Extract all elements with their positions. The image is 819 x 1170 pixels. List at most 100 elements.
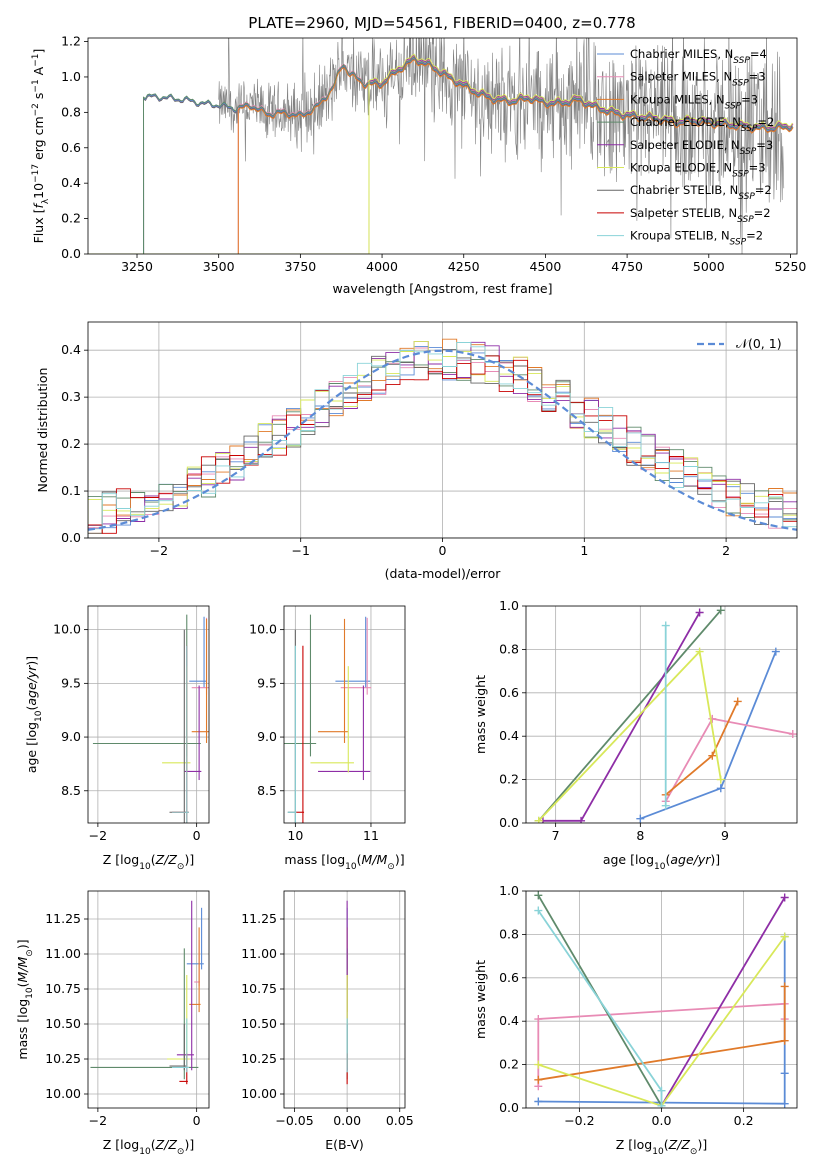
weight-marker	[716, 606, 725, 615]
y-tick-label: 10.75	[45, 981, 81, 996]
weight-marker	[657, 1101, 666, 1108]
x-tick-label: 4750	[611, 259, 643, 274]
x-tick-label: −2	[89, 1113, 107, 1128]
panel-age_vs_Z: −2 0 8.5 9.0 9.5 10.0 Z [log10(Z/Z⊙)] age [log1…	[24, 605, 210, 872]
axes-frame	[87, 37, 798, 255]
y-tick-label: 0.4	[61, 342, 81, 357]
axes-frame	[283, 890, 406, 1109]
weight-marker	[780, 1036, 789, 1045]
x-tick-label: 0.05	[386, 1113, 414, 1128]
x-tick-label: 4500	[530, 259, 562, 274]
axes-frame	[87, 605, 210, 824]
x-axis-label: E(B-V)	[325, 1137, 364, 1152]
y-tick-label: 9.5	[257, 675, 277, 690]
x-tick-label: 4000	[366, 259, 398, 274]
weight-marker	[661, 801, 670, 810]
y-axis-label: Normed distribution	[35, 368, 50, 493]
weight-line-3	[538, 609, 722, 822]
legend-label: Salpeter STELIB, NSSP=2	[630, 206, 771, 225]
weight-marker	[788, 730, 797, 739]
model-spectrum-0	[88, 57, 793, 254]
y-tick-label: 0.6	[61, 140, 81, 155]
panel-spectrum: 3250 3500 3750 4000 4250 4500 4750 5000 5250 0.0 0…	[31, 34, 807, 296]
y-tick-label: 0.0	[61, 246, 81, 261]
x-tick-label: 4250	[448, 259, 480, 274]
x-tick-label: 0.00	[333, 1113, 361, 1128]
y-tick-label: 10.75	[241, 981, 277, 996]
plot-area	[88, 606, 209, 823]
legend-label: Kroupa STELIB, NSSP=2	[630, 229, 763, 248]
y-axis-label: age [log10(age/yr)]	[24, 656, 44, 773]
x-tick-label: 9	[721, 828, 729, 843]
legend-label: Kroupa MILES, NSSP=3	[630, 92, 758, 111]
y-tick-label: 0.2	[499, 1057, 519, 1072]
y-tick-label: 0.4	[61, 175, 81, 190]
x-tick-label: 1	[580, 543, 588, 558]
legend-label: Chabrier MILES, NSSP=4	[630, 47, 767, 66]
x-tick-label: 5000	[693, 259, 725, 274]
weight-marker	[636, 814, 645, 823]
y-tick-label: 1.0	[499, 883, 519, 898]
y-tick-label: 1.0	[61, 69, 81, 84]
weight-marker	[534, 1015, 543, 1024]
weight-marker	[534, 1060, 543, 1069]
x-axis-label: Z [log10(Z/Z⊙)]	[103, 1137, 194, 1157]
y-tick-label: 0.8	[499, 641, 519, 656]
x-tick-label: 2	[722, 543, 730, 558]
model-spectrum-5	[88, 53, 793, 254]
y-tick-label: 10.00	[45, 1086, 81, 1101]
weight-marker	[661, 621, 670, 630]
legend-label: Chabrier ELODIE, NSSP=2	[630, 115, 774, 134]
y-tick-label: 0.1	[61, 483, 81, 498]
model-spectrum-4	[88, 54, 793, 254]
panel-massweight_vs_age: 7 8 9 0.0 0.2 0.4 0.6 0.8 1.0 age [log10(age/yr)]…	[473, 598, 798, 872]
weight-marker	[657, 1086, 666, 1095]
plot-area	[526, 891, 797, 1108]
y-tick-label: 11.25	[241, 911, 277, 926]
x-tick-label: −1	[291, 543, 309, 558]
y-axis-label: Flux [fλ10−17 erg cm−2 s−1 A−1]	[31, 49, 51, 244]
x-axis-label: Z [log10(Z/Z⊙)]	[103, 852, 194, 872]
y-tick-label: 0.2	[499, 772, 519, 787]
x-tick-label: 10	[287, 828, 303, 843]
y-tick-label: 0.3	[61, 389, 81, 404]
normal-reference-curve	[88, 349, 797, 531]
weight-line-0	[639, 651, 777, 820]
y-tick-label: 10.50	[241, 1016, 277, 1031]
x-tick-label: −0.05	[275, 1113, 313, 1128]
x-tick-label: 3250	[121, 259, 153, 274]
y-tick-label: 0.0	[499, 1100, 519, 1115]
y-tick-label: 0.4	[499, 728, 519, 743]
weight-marker	[534, 1075, 543, 1084]
x-axis-label: (data-model)/error	[385, 566, 502, 581]
weight-marker	[695, 647, 704, 656]
y-tick-label: 0.0	[499, 815, 519, 830]
weight-marker	[780, 893, 789, 902]
weight-marker	[780, 1069, 789, 1078]
model-spectrum-2	[88, 59, 794, 254]
panel-residual_distribution: −2 −1 0 1 2 0.0 0.1 0.2 0.3 0.4 𝒩(0, 1) (data-model…	[35, 321, 798, 581]
legend-label: Kroupa ELODIE, NSSP=3	[630, 161, 766, 180]
panel-mass_vs_Z: −2 0 10.00 10.25 10.50 10.75 11.00 11.25 Z [log1…	[15, 890, 210, 1157]
x-tick-label: −0.2	[564, 1113, 594, 1128]
weight-marker	[534, 1097, 543, 1106]
x-axis-label: mass [log10(M/M⊙)]	[284, 852, 404, 872]
x-axis-label: wavelength [Angstrom, rest frame]	[332, 281, 552, 296]
y-axis-label: mass weight	[473, 960, 488, 1039]
y-tick-label: 10.25	[45, 1051, 81, 1066]
weight-marker	[534, 816, 543, 823]
y-tick-label: 0.6	[499, 685, 519, 700]
y-tick-label: 10.0	[249, 622, 277, 637]
y-tick-label: 9.0	[257, 729, 277, 744]
x-axis-label: age [log10(age/yr)]	[603, 852, 720, 872]
y-tick-label: 9.0	[61, 729, 81, 744]
weight-marker	[534, 906, 543, 915]
legend-label: Salpeter MILES, NSSP=3	[630, 70, 766, 89]
x-tick-label: 5250	[775, 259, 807, 274]
plot-area	[284, 891, 405, 1108]
model-spectrum-3	[88, 56, 793, 254]
x-tick-label: 0	[439, 543, 447, 558]
y-tick-label: 1.0	[499, 598, 519, 613]
x-axis-label: Z [log10(Z/Z⊙)]	[616, 1137, 707, 1157]
plot-area	[526, 606, 797, 823]
